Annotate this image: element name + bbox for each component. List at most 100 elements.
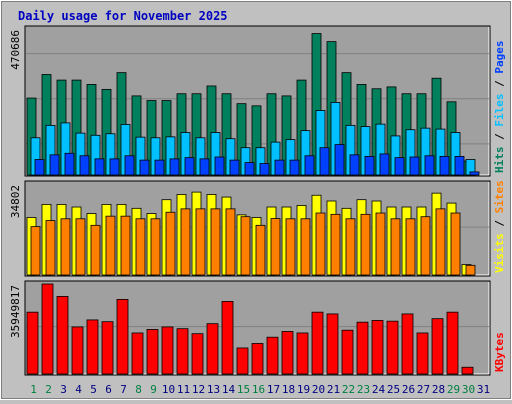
bar-kbytes-day-21 [326, 313, 339, 375]
series-sites [30, 208, 476, 276]
bar-sites-day-26 [405, 218, 416, 276]
bar-sites-day-5 [90, 224, 101, 276]
bar-sites-day-17 [270, 218, 281, 276]
bar-sites-day-3 [60, 218, 71, 276]
x-tick-day-12: 12 [192, 383, 205, 396]
chart-panels: 470686 Hits / Files / Pages 34802 Visits / … [9, 25, 506, 376]
x-tick-day-16: 16 [252, 383, 265, 396]
bar-kbytes-day-5 [86, 319, 99, 375]
x-tick-day-10: 10 [162, 383, 175, 396]
bar-kbytes-day-3 [56, 295, 69, 375]
bar-sites-day-15 [240, 216, 251, 276]
x-tick-day-8: 8 [135, 383, 142, 396]
legend-part: / [493, 127, 506, 147]
bar-kbytes-day-4 [71, 326, 84, 375]
legend-part: / [493, 213, 506, 233]
bar-pages-day-1 [34, 159, 45, 176]
bar-pages-day-17 [274, 159, 285, 176]
bar-sites-day-6 [105, 215, 116, 276]
x-tick-day-11: 11 [177, 383, 190, 396]
bar-pages-day-9 [154, 159, 165, 176]
legend-part: Hits [493, 147, 506, 174]
bar-pages-day-19 [304, 155, 315, 176]
bar-sites-day-27 [420, 216, 431, 276]
panel-hits-files-pages: 470686 Hits / Files / Pages [9, 25, 506, 177]
y-axis-max-label: 34802 [9, 185, 22, 218]
bar-sites-day-18 [285, 218, 296, 276]
bar-sites-day-2 [45, 220, 56, 276]
x-tick-day-29: 29 [447, 383, 460, 396]
bar-kbytes-day-24 [371, 320, 384, 375]
bar-pages-day-22 [349, 154, 360, 176]
bar-kbytes-day-19 [296, 332, 309, 375]
legend-part: / [493, 74, 506, 94]
bar-sites-day-11 [180, 208, 191, 276]
bar-kbytes-day-22 [341, 329, 354, 375]
bar-sites-day-14 [225, 208, 236, 276]
bar-pages-day-2 [49, 154, 60, 176]
x-tick-day-1: 1 [30, 383, 37, 396]
legend-part: Sites [493, 180, 506, 213]
bar-pages-day-29 [454, 155, 465, 176]
bar-pages-day-18 [289, 159, 300, 176]
x-tick-day-2: 2 [45, 383, 52, 396]
x-tick-day-24: 24 [372, 383, 386, 396]
x-tick-day-23: 23 [357, 383, 370, 396]
bar-sites-day-13 [210, 208, 221, 276]
bar-sites-day-4 [75, 218, 86, 276]
x-tick-day-3: 3 [60, 383, 67, 396]
bar-pages-day-21 [334, 144, 345, 176]
bar-kbytes-day-18 [281, 331, 294, 375]
bar-sites-day-24 [375, 212, 386, 276]
bar-pages-day-8 [139, 159, 150, 176]
legend-label-kbytes: KBytes [493, 332, 506, 372]
bar-sites-day-20 [315, 212, 326, 276]
y-axis-max-label: 470686 [9, 30, 22, 70]
legend-label-visits-sites: Visits / Sites [493, 180, 506, 273]
bar-pages-day-30 [469, 171, 480, 176]
bar-pages-day-16 [259, 163, 270, 176]
bar-kbytes-day-26 [401, 313, 414, 375]
x-tick-day-6: 6 [105, 383, 112, 396]
bar-kbytes-day-17 [266, 336, 279, 375]
bar-kbytes-day-8 [131, 332, 144, 375]
bar-pages-day-24 [379, 153, 390, 176]
bar-sites-day-29 [450, 212, 461, 276]
bar-pages-day-10 [169, 158, 180, 176]
bar-pages-day-28 [439, 155, 450, 176]
x-tick-day-17: 17 [267, 383, 280, 396]
x-tick-day-18: 18 [282, 383, 295, 396]
bar-pages-day-15 [244, 162, 255, 176]
bar-kbytes-day-27 [416, 332, 429, 375]
legend-part: KBytes [493, 332, 506, 372]
bar-pages-day-7 [124, 155, 135, 176]
bar-kbytes-day-25 [386, 320, 399, 375]
bar-kbytes-day-12 [191, 333, 204, 375]
bar-pages-day-20 [319, 147, 330, 176]
bar-kbytes-day-28 [431, 318, 444, 375]
x-tick-day-15: 15 [237, 383, 250, 396]
bar-kbytes-day-2 [41, 283, 54, 375]
x-tick-day-14: 14 [222, 383, 236, 396]
y-axis-max-label: 35949817 [9, 285, 22, 338]
bar-kbytes-day-6 [101, 321, 114, 375]
x-tick-day-21: 21 [327, 383, 340, 396]
x-axis-ticks: 1 2 3 4 5 6 7 8 9 10 11 12 13 14 15 16 17 18 19 20 21 22 23 24 2… [30, 383, 490, 396]
bar-kbytes-day-7 [116, 298, 129, 375]
bar-sites-day-1 [30, 226, 41, 276]
bar-pages-day-5 [94, 158, 105, 176]
bar-kbytes-day-30 [461, 366, 474, 375]
x-tick-day-26: 26 [402, 383, 415, 396]
bar-sites-day-30 [465, 264, 476, 276]
bar-sites-day-10 [165, 211, 176, 276]
x-tick-day-4: 4 [75, 383, 82, 396]
bar-pages-day-6 [109, 158, 120, 176]
bar-sites-day-23 [360, 213, 371, 276]
x-tick-day-13: 13 [207, 383, 220, 396]
x-tick-day-20: 20 [312, 383, 325, 396]
legend-label-hits-files-pages: Hits / Files / Pages [493, 41, 506, 174]
legend-part: Files [493, 94, 506, 127]
